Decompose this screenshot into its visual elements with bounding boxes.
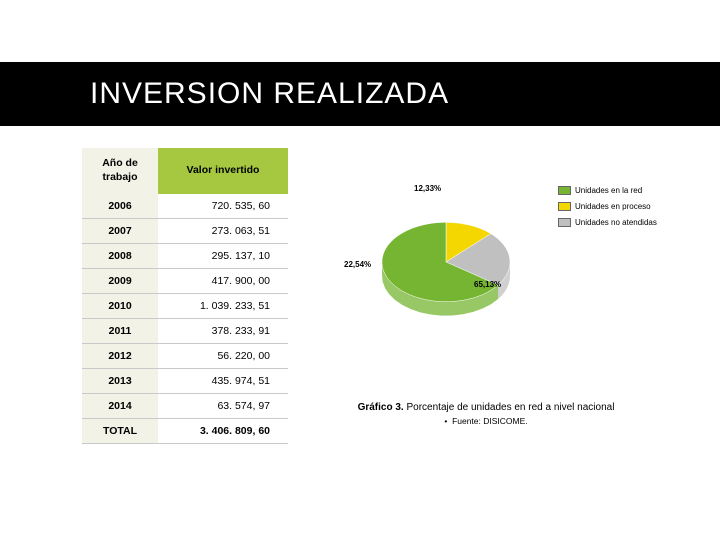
- cell-year: 2006: [82, 194, 158, 219]
- legend-swatch: [558, 218, 571, 227]
- cell-year: 2007: [82, 219, 158, 244]
- cell-value: 417. 900, 00: [158, 269, 288, 294]
- legend-label: Unidades en la red: [575, 186, 642, 195]
- caption-source: Fuente: DISICOME.: [452, 416, 528, 426]
- content-row: Año de trabajo Valor invertido 2006720. …: [82, 148, 666, 444]
- cell-year: 2009: [82, 269, 158, 294]
- cell-year: 2010: [82, 294, 158, 319]
- page-title: INVERSION REALIZADA: [90, 77, 449, 111]
- cell-value-total: 3. 406. 809, 60: [158, 419, 288, 444]
- table-row: 201256. 220, 00: [82, 344, 288, 369]
- pie-slice-label: 12,33%: [414, 184, 441, 193]
- pie-legend: Unidades en la red Unidades en proceso U…: [558, 186, 657, 234]
- caption-text: Porcentaje de unidades en red a nivel na…: [404, 402, 615, 413]
- cell-value: 295. 137, 10: [158, 244, 288, 269]
- cell-year: 2013: [82, 369, 158, 394]
- legend-label: Unidades en proceso: [575, 202, 651, 211]
- table-row: 2006720. 535, 60: [82, 194, 288, 219]
- cell-year: 2008: [82, 244, 158, 269]
- chart-caption: Gráfico 3. Porcentaje de unidades en red…: [306, 402, 666, 426]
- table-row: 2011378. 233, 91: [82, 319, 288, 344]
- investment-table: Año de trabajo Valor invertido 2006720. …: [82, 148, 288, 444]
- cell-value: 63. 574, 97: [158, 394, 288, 419]
- table-row: 2009417. 900, 00: [82, 269, 288, 294]
- col-header-value: Valor invertido: [158, 148, 288, 194]
- caption-bold: Gráfico 3.: [358, 402, 404, 413]
- legend-swatch: [558, 186, 571, 195]
- cell-year: 2011: [82, 319, 158, 344]
- cell-value: 435. 974, 51: [158, 369, 288, 394]
- cell-value: 273. 063, 51: [158, 219, 288, 244]
- table-row: 201463. 574, 97: [82, 394, 288, 419]
- pie-slice-label: 22,54%: [344, 260, 371, 269]
- chart-area: 12,33% 22,54% 65,13% Unidades en la red …: [306, 148, 666, 444]
- table-body: 2006720. 535, 60 2007273. 063, 51 200829…: [82, 194, 288, 444]
- table-header-row: Año de trabajo Valor invertido: [82, 148, 288, 194]
- table-row-total: TOTAL3. 406. 809, 60: [82, 419, 288, 444]
- cell-value: 720. 535, 60: [158, 194, 288, 219]
- table-row: 2008295. 137, 10: [82, 244, 288, 269]
- legend-item: Unidades no atendidas: [558, 218, 657, 227]
- pie-chart: 12,33% 22,54% 65,13%: [306, 176, 556, 346]
- cell-year-total: TOTAL: [82, 419, 158, 444]
- table-row: 2007273. 063, 51: [82, 219, 288, 244]
- cell-value: 378. 233, 91: [158, 319, 288, 344]
- cell-value: 1. 039. 233, 51: [158, 294, 288, 319]
- legend-label: Unidades no atendidas: [575, 218, 657, 227]
- cell-year: 2014: [82, 394, 158, 419]
- cell-year: 2012: [82, 344, 158, 369]
- table-row: 2013435. 974, 51: [82, 369, 288, 394]
- legend-item: Unidades en proceso: [558, 202, 657, 211]
- table-row: 20101. 039. 233, 51: [82, 294, 288, 319]
- col-header-year: Año de trabajo: [82, 148, 158, 194]
- bullet-icon: •: [444, 416, 447, 426]
- pie-slice-label: 65,13%: [474, 280, 501, 289]
- legend-swatch: [558, 202, 571, 211]
- cell-value: 56. 220, 00: [158, 344, 288, 369]
- legend-item: Unidades en la red: [558, 186, 657, 195]
- title-bar: INVERSION REALIZADA: [0, 62, 720, 126]
